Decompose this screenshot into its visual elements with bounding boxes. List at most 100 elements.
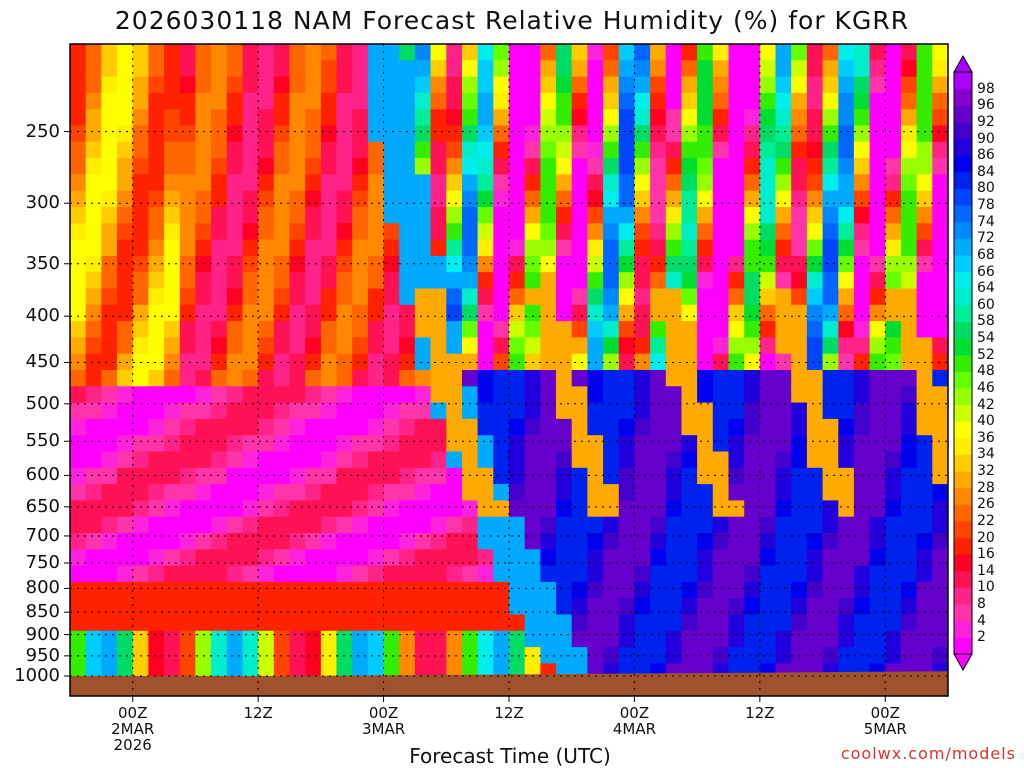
rh-cell xyxy=(853,190,871,208)
rh-cell xyxy=(70,565,87,583)
rh-cell xyxy=(101,370,119,388)
rh-cell xyxy=(85,581,103,600)
rh-cell xyxy=(759,76,777,94)
rh-cell xyxy=(164,500,181,518)
rh-cell xyxy=(540,598,558,616)
rh-cell xyxy=(681,223,699,241)
rh-cell xyxy=(320,630,338,649)
rh-cell xyxy=(414,158,432,176)
rh-cell xyxy=(603,549,620,567)
rh-cell xyxy=(697,125,714,143)
rh-cell xyxy=(885,76,902,94)
rh-cell xyxy=(195,516,213,534)
rh-cell xyxy=(85,500,103,518)
rh-cell xyxy=(587,549,605,567)
rh-cell xyxy=(336,435,354,453)
rh-cell xyxy=(509,353,526,371)
rh-cell xyxy=(932,288,948,306)
rh-cell xyxy=(901,516,918,534)
rh-cell xyxy=(556,386,573,404)
rh-cell xyxy=(226,239,244,257)
rh-cell xyxy=(791,174,808,192)
rh-cell xyxy=(164,272,181,290)
rh-cell xyxy=(242,272,260,290)
rh-cell xyxy=(226,304,244,323)
rh-cell xyxy=(728,109,746,127)
rh-cell xyxy=(117,141,134,160)
rh-cell xyxy=(775,174,793,192)
rh-cell xyxy=(571,207,589,225)
rh-cell xyxy=(650,239,667,257)
rh-cell xyxy=(179,272,197,290)
rh-cell xyxy=(101,60,119,78)
rh-cell xyxy=(70,158,87,176)
rh-cell xyxy=(775,402,793,420)
rh-cell xyxy=(775,288,793,306)
rh-cell xyxy=(587,207,605,225)
rh-cell xyxy=(164,647,181,665)
credit-link[interactable]: coolwx.com/models xyxy=(840,744,1016,763)
rh-cell xyxy=(477,92,495,111)
rh-cell xyxy=(901,337,918,355)
rh-cell xyxy=(885,581,902,600)
rh-cell xyxy=(195,60,213,78)
rh-cell xyxy=(383,76,401,94)
rh-cell xyxy=(117,467,134,486)
rh-cell xyxy=(932,647,948,665)
rh-cell xyxy=(712,223,730,241)
rh-cell xyxy=(289,207,307,225)
rh-cell xyxy=(367,647,385,665)
rh-cell xyxy=(932,125,948,143)
rh-cell xyxy=(744,402,761,420)
rh-cell xyxy=(697,288,714,306)
y-tick-label: 1000 xyxy=(14,665,60,686)
rh-cell xyxy=(744,386,761,404)
rh-cell xyxy=(806,516,824,534)
rh-cell xyxy=(226,353,244,371)
rh-cell xyxy=(681,467,699,486)
rh-cell xyxy=(791,630,808,649)
rh-cell xyxy=(806,337,824,355)
rh-cell xyxy=(587,435,605,453)
rh-cell xyxy=(258,44,275,62)
rh-cell xyxy=(869,581,887,600)
rh-cell xyxy=(775,60,793,78)
rh-cell xyxy=(132,451,150,469)
rh-cell xyxy=(540,484,558,502)
rh-cell xyxy=(258,141,275,160)
rh-cell xyxy=(869,435,887,453)
rh-cell xyxy=(618,174,636,192)
rh-cell xyxy=(226,223,244,241)
rh-cell xyxy=(273,304,291,323)
rh-cell xyxy=(242,598,260,616)
rh-cell xyxy=(916,630,934,649)
rh-cell xyxy=(148,500,166,518)
rh-cell xyxy=(477,451,495,469)
rh-cell xyxy=(901,304,918,323)
rh-cell xyxy=(179,630,197,649)
rh-cell xyxy=(164,304,181,323)
rh-cell xyxy=(367,549,385,567)
rh-cell xyxy=(634,484,652,502)
rh-cell xyxy=(352,255,369,274)
rh-cell xyxy=(226,565,244,583)
colorbar-label: 84 xyxy=(977,163,995,180)
rh-cell xyxy=(367,158,385,176)
rh-cell xyxy=(744,223,761,241)
colorbar-label: 10 xyxy=(977,579,995,596)
rh-cell xyxy=(101,451,119,469)
rh-cell xyxy=(477,402,495,420)
rh-cell xyxy=(430,174,448,192)
rh-cell xyxy=(242,516,260,534)
rh-cell xyxy=(916,565,934,583)
rh-cell xyxy=(681,549,699,567)
rh-cell xyxy=(650,533,667,551)
rh-cell xyxy=(446,370,463,388)
rh-cell xyxy=(650,467,667,486)
rh-cell xyxy=(775,141,793,160)
rh-cell xyxy=(806,484,824,502)
rh-cell xyxy=(336,565,354,583)
rh-cell xyxy=(289,60,307,78)
rh-cell xyxy=(697,239,714,257)
rh-cell xyxy=(446,630,463,649)
